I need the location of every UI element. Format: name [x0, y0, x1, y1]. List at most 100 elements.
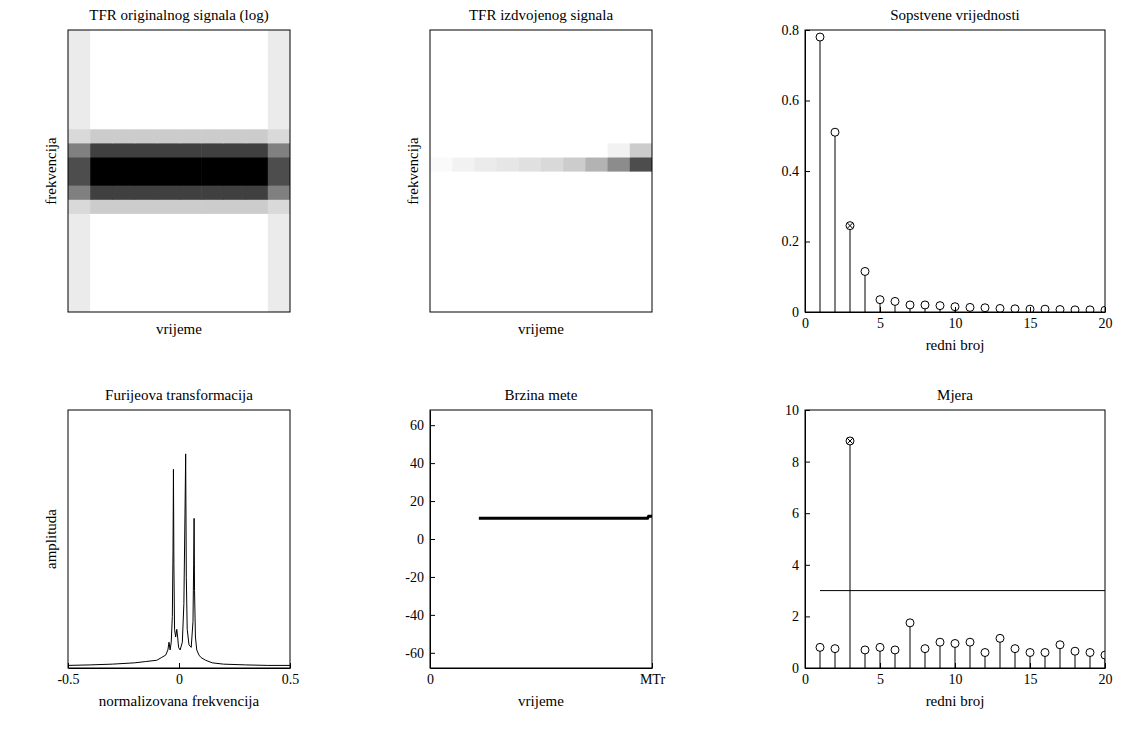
cell: [223, 143, 246, 158]
marker: [966, 303, 974, 311]
cell: [497, 157, 520, 172]
tick: 0.8: [782, 23, 811, 38]
cell: [223, 58, 246, 73]
cell: [90, 298, 113, 312]
cell: [179, 157, 202, 172]
cell: [563, 270, 586, 285]
cell: [246, 101, 269, 116]
cell: [90, 199, 113, 214]
marker: [951, 639, 959, 647]
tick-label: 15: [1024, 672, 1038, 687]
cell: [541, 86, 564, 101]
cell: [112, 270, 135, 285]
x-axis-title: redni broj: [926, 337, 985, 353]
tick-label: -20: [405, 570, 424, 585]
cell: [630, 101, 652, 116]
marker-circle: [996, 304, 1004, 312]
cell: [430, 143, 453, 158]
axis-line: [69, 668, 291, 669]
tick-mark: [179, 663, 180, 668]
panel-title: Brzina mete: [505, 387, 578, 403]
cell: [541, 185, 564, 200]
marker: [861, 267, 869, 275]
cell: [201, 44, 224, 59]
cell: [519, 157, 542, 172]
cell: [541, 129, 564, 144]
cell: [519, 185, 542, 200]
cell: [630, 284, 652, 299]
cell: [474, 213, 497, 228]
cell: [246, 157, 269, 172]
cell: [246, 86, 269, 101]
marker: [1056, 641, 1064, 649]
marker-circle: [861, 646, 869, 654]
tick-mark: [652, 663, 653, 668]
cell: [246, 199, 269, 214]
cell: [90, 30, 113, 45]
tick-label: 2: [792, 609, 799, 624]
marker: [1026, 649, 1034, 657]
cell: [430, 129, 453, 144]
cell: [68, 72, 91, 87]
marker-circle: [906, 619, 914, 627]
cell: [630, 171, 652, 186]
cell: [68, 185, 91, 200]
cell: [268, 227, 290, 242]
cell: [452, 185, 475, 200]
marker: [831, 645, 839, 653]
y-axis: -60-40-200204060: [405, 411, 435, 669]
cell: [430, 199, 453, 214]
cell: [608, 44, 631, 59]
cell: [541, 115, 564, 130]
marker-circle: [996, 634, 1004, 642]
cell: [90, 58, 113, 73]
cell: [68, 270, 91, 285]
cell: [541, 227, 564, 242]
tick: 0.2: [782, 234, 811, 249]
cell: [246, 298, 269, 312]
cell: [608, 185, 631, 200]
cell: [223, 101, 246, 116]
cell: [179, 270, 202, 285]
tick-label: 5: [877, 316, 884, 331]
marker-circle: [966, 638, 974, 646]
tick: 0.6: [782, 93, 811, 108]
cell: [585, 199, 608, 214]
cell: [474, 86, 497, 101]
cell: [474, 58, 497, 73]
x-axis-title: vrijeme: [156, 321, 202, 337]
cell: [68, 227, 91, 242]
cell: [630, 129, 652, 144]
tick: 5: [877, 307, 884, 331]
cell: [90, 44, 113, 59]
figure: TFR originalnog signala (log)vrijemefrek…: [0, 0, 1123, 731]
cell: [268, 115, 290, 130]
cell: [201, 242, 224, 257]
cell: [201, 213, 224, 228]
marker: [1101, 306, 1105, 312]
cell: [201, 298, 224, 312]
cell: [157, 171, 180, 186]
cell: [68, 143, 91, 158]
x-axis-title: normalizovana frekvencija: [99, 693, 260, 709]
cell: [563, 157, 586, 172]
plot-area: [816, 33, 1105, 312]
cell: [157, 86, 180, 101]
cell: [112, 72, 135, 87]
marker: [966, 638, 974, 646]
cell: [268, 101, 290, 116]
tick-mark: [955, 307, 956, 312]
tick-mark: [805, 30, 810, 31]
cell: [157, 284, 180, 299]
tick-mark: [805, 410, 810, 411]
cell: [563, 256, 586, 271]
cell: [268, 185, 290, 200]
cell: [157, 72, 180, 87]
marker-circle: [1041, 649, 1049, 657]
tick: 0: [792, 305, 810, 320]
cell: [223, 30, 246, 45]
tick: -40: [405, 608, 435, 623]
cell: [452, 242, 475, 257]
cell: [135, 115, 158, 130]
cell: [452, 199, 475, 214]
